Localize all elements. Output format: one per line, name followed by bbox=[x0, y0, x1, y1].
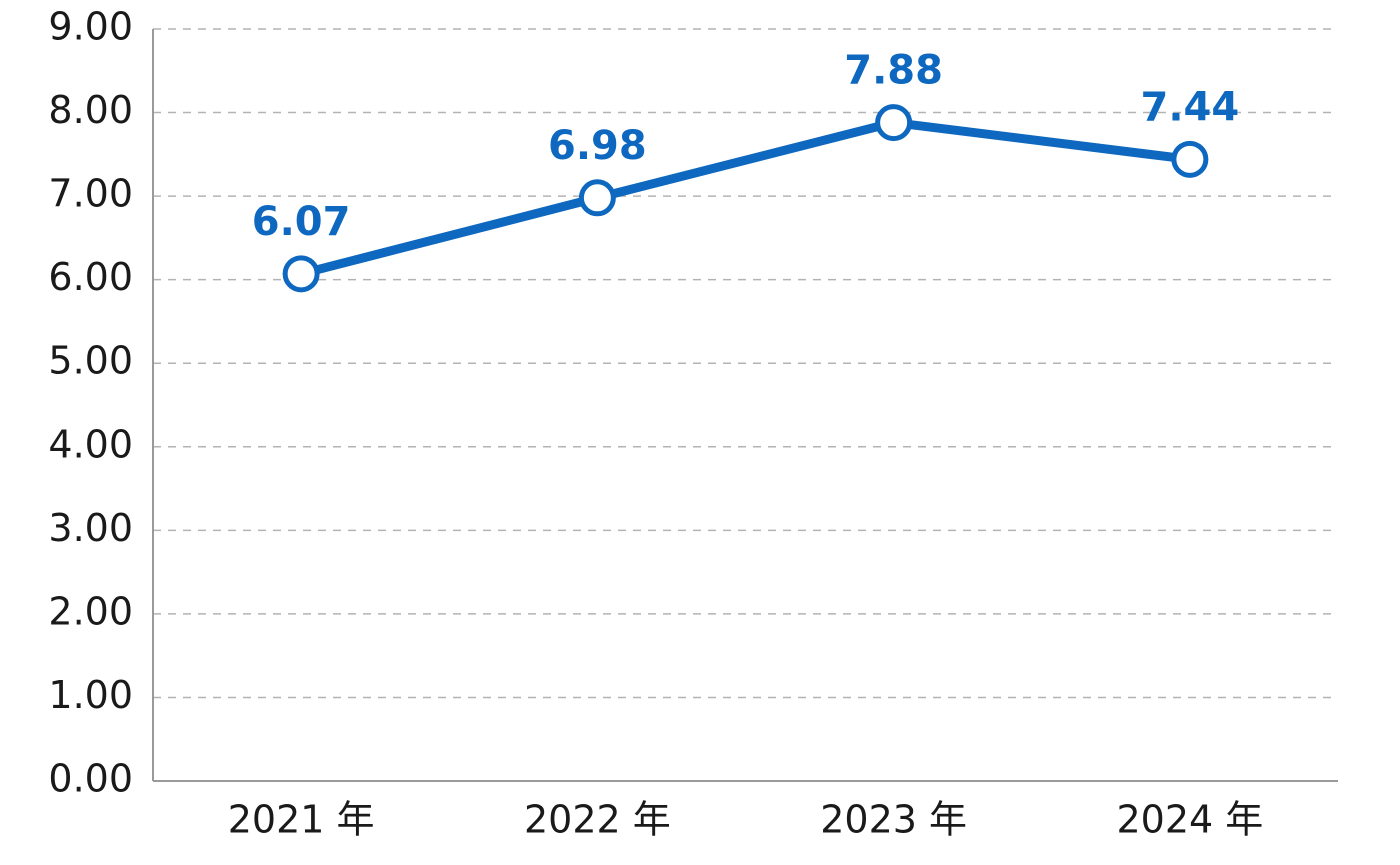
data-value-label: 6.98 bbox=[548, 123, 647, 169]
data-value-label: 7.88 bbox=[844, 48, 943, 94]
x-tick-label: 2022 年 bbox=[524, 798, 671, 842]
y-tick-label: 0.00 bbox=[48, 757, 133, 801]
series-line bbox=[296, 118, 1195, 279]
y-tick-label: 7.00 bbox=[48, 172, 133, 216]
series-line-group bbox=[296, 118, 1195, 279]
data-point-markers bbox=[282, 104, 1209, 293]
x-axis-tick-labels: 2021 年 2022 年 2023 年 2024 年 bbox=[228, 798, 1264, 842]
y-axis-tick-labels: 0.00 1.00 2.00 3.00 4.00 5.00 6.00 7.00 8.00 9.00 bbox=[48, 5, 133, 801]
y-tick-label: 4.00 bbox=[48, 422, 133, 466]
data-value-label: 7.44 bbox=[1141, 84, 1240, 130]
axes bbox=[152, 29, 1338, 782]
data-point-marker bbox=[1171, 140, 1209, 178]
y-tick-label: 6.00 bbox=[48, 255, 133, 299]
x-tick-label: 2023 年 bbox=[820, 798, 967, 842]
x-tick-label: 2021 年 bbox=[228, 798, 375, 842]
y-tick-label: 8.00 bbox=[48, 88, 133, 132]
data-point-marker bbox=[875, 104, 913, 142]
y-tick-label: 9.00 bbox=[48, 5, 133, 49]
data-point-marker bbox=[578, 179, 616, 217]
data-value-labels: 6.07 6.98 7.88 7.44 bbox=[252, 48, 1239, 245]
y-tick-label: 3.00 bbox=[48, 506, 133, 550]
y-tick-label: 2.00 bbox=[48, 589, 133, 633]
y-tick-label: 1.00 bbox=[48, 673, 133, 717]
data-value-label: 6.07 bbox=[252, 199, 351, 245]
x-tick-label: 2024 年 bbox=[1116, 798, 1263, 842]
gridlines bbox=[153, 28, 1338, 699]
data-point-marker bbox=[282, 255, 320, 293]
y-tick-label: 5.00 bbox=[48, 339, 133, 383]
